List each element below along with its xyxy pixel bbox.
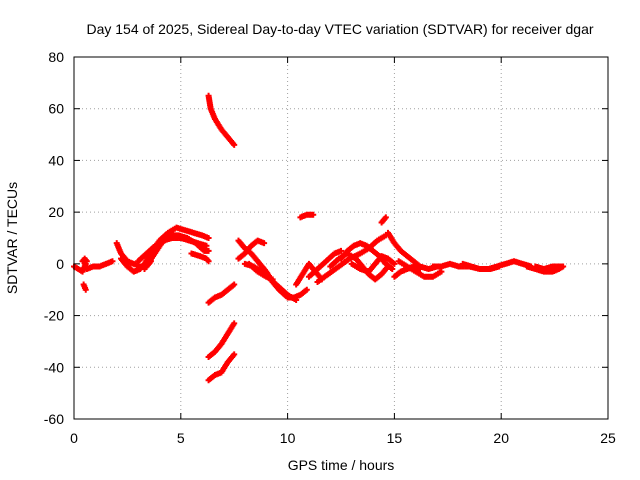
series-arc-0c xyxy=(80,281,89,293)
series-arc-12 xyxy=(235,237,268,262)
x-tick-label: 25 xyxy=(600,430,616,446)
series-arc-21 xyxy=(348,253,398,275)
series-arc-7 xyxy=(205,92,238,148)
data-point xyxy=(231,320,238,327)
data-point xyxy=(391,260,398,267)
data-point xyxy=(438,268,445,275)
series-arc-11 xyxy=(235,237,310,301)
series-arc-5 xyxy=(141,232,212,273)
series-arc-27 xyxy=(459,258,535,273)
data-point xyxy=(82,286,89,293)
data-point xyxy=(389,266,396,273)
x-tick-label: 20 xyxy=(493,430,509,446)
y-tick-label: 60 xyxy=(48,101,64,117)
data-point xyxy=(384,263,391,270)
y-tick-label: 0 xyxy=(56,256,64,272)
data-point xyxy=(382,214,389,221)
series-arc-6 xyxy=(188,250,212,265)
series-arc-25 xyxy=(391,263,424,280)
y-tick-label: -60 xyxy=(44,411,64,427)
y-tick-label: -20 xyxy=(44,308,64,324)
data-point xyxy=(231,141,238,148)
data-point xyxy=(417,266,424,273)
series-arc-9 xyxy=(205,320,238,360)
series-arc-16 xyxy=(297,211,317,221)
data-point xyxy=(269,276,276,283)
series-arc-17 xyxy=(305,247,344,280)
data-point xyxy=(109,258,116,265)
axis-ticks: 0 5 10 15 20 25 -60 -40 -20 0 20 40 60 80 xyxy=(44,49,616,446)
y-tick-label: 40 xyxy=(48,152,64,168)
series-arc-0a xyxy=(71,260,89,275)
y-axis-title: SDTVAR / TECUs xyxy=(4,182,20,294)
data-point xyxy=(293,297,300,304)
data-point xyxy=(231,281,238,288)
series-arc-3 xyxy=(117,224,212,275)
y-tick-label: -40 xyxy=(44,359,64,375)
data-point xyxy=(205,235,212,241)
data-point xyxy=(205,247,212,254)
data-series xyxy=(71,92,567,384)
data-point xyxy=(338,247,344,254)
data-point xyxy=(303,286,310,293)
data-point xyxy=(558,263,565,270)
series-arc-22 xyxy=(378,214,389,226)
y-tick-label: 80 xyxy=(48,49,64,65)
data-point xyxy=(261,240,268,247)
series-arc-29 xyxy=(532,263,565,273)
series-arc-14 xyxy=(246,260,276,283)
series-arc-10 xyxy=(205,351,238,384)
data-point xyxy=(83,258,90,265)
x-tick-label: 15 xyxy=(387,430,403,446)
plot-frame xyxy=(73,56,609,420)
series-arc-1 xyxy=(83,258,116,273)
chart-title: Day 154 of 2025, Sidereal Day-to-day VTE… xyxy=(86,21,593,37)
y-tick-label: 20 xyxy=(48,204,64,220)
data-point xyxy=(231,351,238,358)
series-arc-0b xyxy=(79,255,90,265)
x-tick-label: 0 xyxy=(70,430,78,446)
x-axis-title: GPS time / hours xyxy=(288,457,395,473)
data-point xyxy=(310,211,317,218)
x-tick-label: 5 xyxy=(177,430,185,446)
grid-lines xyxy=(74,57,608,419)
series-arc-8 xyxy=(205,281,238,306)
data-point xyxy=(203,242,210,249)
x-tick-label: 10 xyxy=(280,430,296,446)
data-point xyxy=(205,258,212,265)
